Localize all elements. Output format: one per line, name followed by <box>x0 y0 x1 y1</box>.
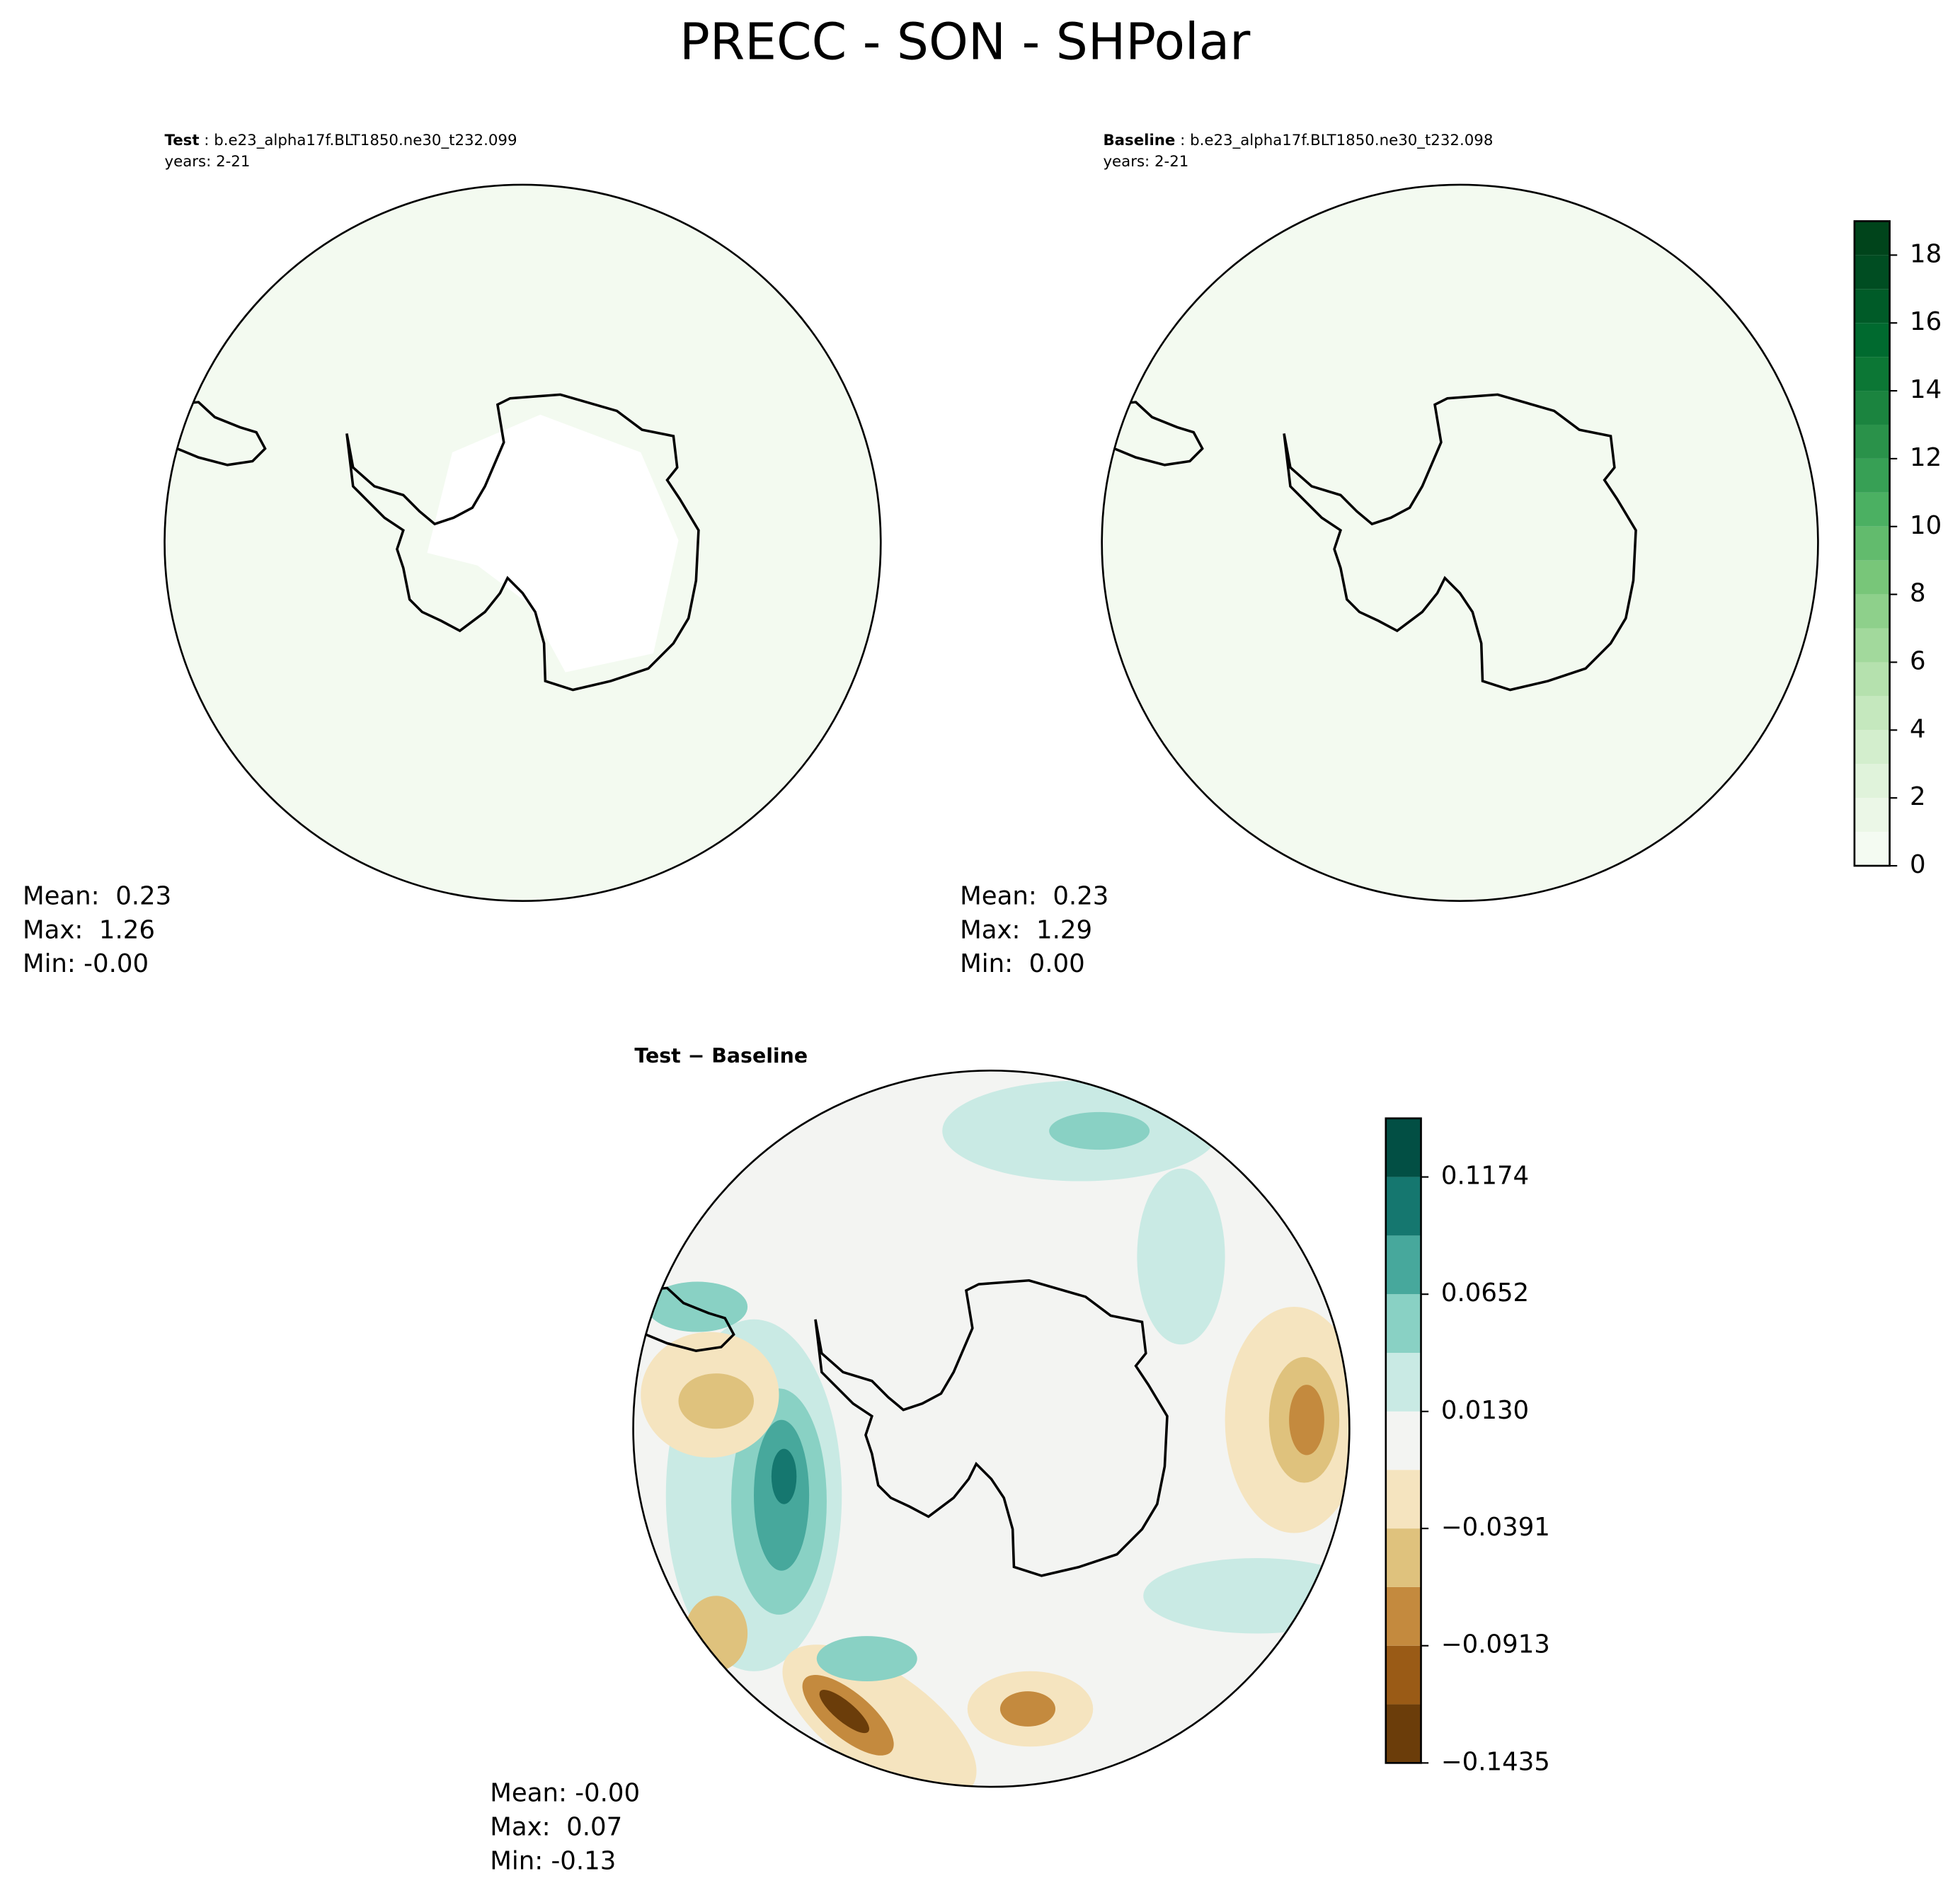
colorbar-segment <box>1854 560 1890 595</box>
colorbar-segment <box>1385 1294 1421 1354</box>
colorbar-tick-label: 18 <box>1910 239 1942 268</box>
colorbar-tick-label: −0.1435 <box>1441 1747 1550 1776</box>
colorbar-segment <box>1854 391 1890 425</box>
colorbar-segment <box>1385 1353 1421 1412</box>
colorbar-segment <box>1385 1470 1421 1529</box>
colorbar-segment <box>1854 832 1890 866</box>
colorbar-segment <box>1385 1528 1421 1587</box>
colorbar-tick-label: 0 <box>1910 850 1926 879</box>
colorbar-tick-label: 6 <box>1910 646 1926 675</box>
colorbar-frame <box>1853 220 1891 867</box>
panel-years: years: 2-21 <box>165 153 251 171</box>
colorbar-tick-label: 0.0652 <box>1441 1278 1529 1308</box>
panel-header: Test : b.e23_alpha17f.BLT1850.ne30_t232.… <box>165 132 517 149</box>
stat: Min: -0.00 <box>23 949 149 978</box>
colorbar-segment <box>1854 798 1890 833</box>
colorbar-segment <box>1854 458 1890 493</box>
map-test <box>164 183 882 903</box>
panel-label: Test <box>165 132 200 149</box>
colorbar-tick-label: 4 <box>1910 714 1926 743</box>
colorbar-segment <box>1854 764 1890 799</box>
colorbar-segment <box>1385 1235 1421 1295</box>
colorbar-segment <box>1854 357 1890 391</box>
colorbar-tick-label: 10 <box>1910 511 1942 540</box>
stat: Max: 0.07 <box>490 1813 622 1842</box>
map-difference <box>632 1070 1351 1788</box>
stat: Mean: 0.23 <box>23 881 171 910</box>
colorbar-tick-label: −0.0913 <box>1441 1630 1550 1659</box>
colorbar-segment <box>1854 289 1890 324</box>
panel-case: : b.e23_alpha17f.BLT1850.ne30_t232.098 <box>1175 132 1493 149</box>
colorbar-segment <box>1854 696 1890 731</box>
colorbar-segment <box>1385 1411 1421 1470</box>
colorbar-segment <box>1854 730 1890 765</box>
colorbar-tick-label: 8 <box>1910 579 1926 608</box>
stat: Max: 1.26 <box>23 915 155 944</box>
panel-label: Test − Baseline <box>634 1044 808 1068</box>
stat: Mean: 0.23 <box>960 881 1108 910</box>
panel-label: Baseline <box>1103 132 1175 149</box>
colorbar-tick-label: 0.1174 <box>1441 1162 1529 1191</box>
colorbar-frame <box>1385 1117 1422 1764</box>
colorbar-tick-label: 12 <box>1910 443 1942 472</box>
colorbar-segment <box>1385 1586 1421 1646</box>
stat: Min: -0.13 <box>490 1847 616 1876</box>
map-baseline <box>1101 183 1819 903</box>
colorbar-segment <box>1385 1704 1421 1763</box>
colorbar-segment <box>1854 221 1890 256</box>
stat: Max: 1.29 <box>960 915 1092 944</box>
colorbar-segment <box>1854 662 1890 697</box>
stat: Mean: -0.00 <box>490 1779 640 1808</box>
colorbar-segment <box>1854 492 1890 527</box>
colorbar-tick-label: 2 <box>1910 782 1926 811</box>
colorbar-segment <box>1854 594 1890 629</box>
colorbar-segment <box>1854 628 1890 663</box>
colorbar-segment <box>1385 1177 1421 1236</box>
panel-years: years: 2-21 <box>1103 153 1188 171</box>
figure-title: PRECC - SON - SHPolar <box>680 12 1251 71</box>
colorbar-tick-label: −0.0391 <box>1441 1513 1550 1542</box>
panel-case: : b.e23_alpha17f.BLT1850.ne30_t232.099 <box>200 132 517 149</box>
colorbar-segment <box>1854 255 1890 290</box>
colorbar-segment <box>1854 526 1890 561</box>
colorbar-segment <box>1385 1118 1421 1177</box>
colorbar-tick-label: 0.0130 <box>1441 1396 1529 1425</box>
colorbar-segment <box>1854 424 1890 459</box>
colorbar-tick-label: 14 <box>1910 375 1942 404</box>
panel-header: Baseline : b.e23_alpha17f.BLT1850.ne30_t… <box>1103 132 1493 149</box>
colorbar-segment <box>1385 1645 1421 1705</box>
colorbar-tick-label: 16 <box>1910 307 1942 336</box>
colorbar-segment <box>1854 323 1890 357</box>
stat: Min: 0.00 <box>960 949 1085 978</box>
